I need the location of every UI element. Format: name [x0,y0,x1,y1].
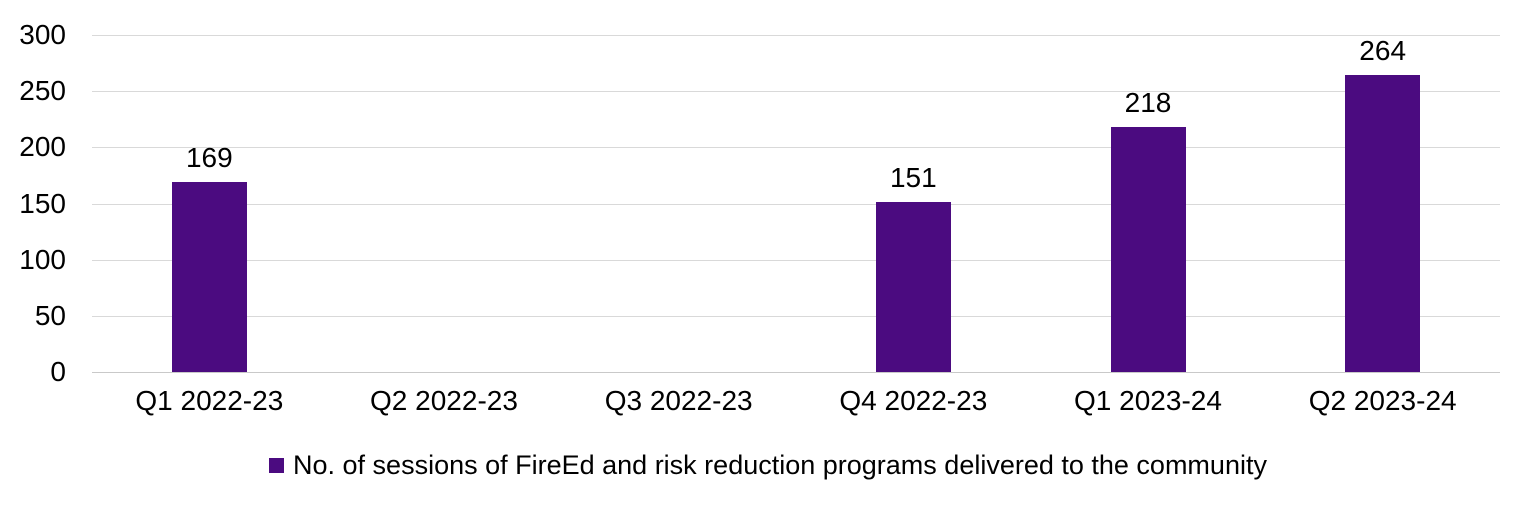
y-axis-tick-label: 150 [19,187,66,219]
gridline [92,315,1500,317]
bar-q2-2023-24 [1345,75,1421,372]
x-axis-tick-label: Q3 2022-23 [604,385,753,416]
legend: No. of sessions of FireEd and risk reduc… [0,447,1536,483]
gridline [92,147,1500,149]
x-axis-tick-label: Q1 2023-24 [1074,385,1222,416]
bar-value-label: 264 [1359,35,1407,67]
gridline [92,203,1500,205]
y-axis-tick-label: 200 [19,131,66,163]
bar-value-label: 151 [889,162,937,194]
bar-q4-2022-23 [875,202,951,372]
y-axis-tick-label: 250 [19,75,66,107]
legend-series-label: No. of sessions of FireEd and risk reduc… [293,450,1267,480]
y-axis-tick-label: 300 [19,19,66,50]
y-axis-tick-label: 0 [50,356,66,387]
gridline [92,259,1500,261]
bar-q1-2023-24 [1110,127,1186,372]
y-axis-tick-label: 50 [34,299,66,331]
gridline [92,91,1500,93]
bar-value-label: 218 [1124,87,1172,119]
legend-square-swatch-icon [269,457,285,473]
y-axis-tick-label: 100 [19,243,66,275]
bar-value-label: 169 [185,142,233,174]
bar-q1-2022-23 [171,182,247,372]
x-axis-tick-label: Q1 2022-23 [135,385,284,416]
x-axis-tick-label: Q4 2022-23 [839,385,988,416]
x-axis-line [92,372,1500,373]
x-axis-tick-label: Q2 2022-23 [370,385,518,416]
x-axis-tick-label: Q2 2023-24 [1308,385,1457,416]
gridline [92,35,1500,36]
